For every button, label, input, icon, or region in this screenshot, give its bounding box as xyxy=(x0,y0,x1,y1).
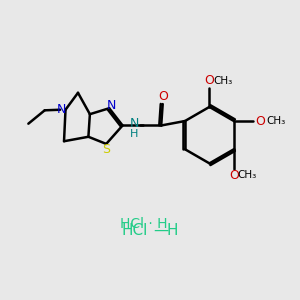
Text: S: S xyxy=(102,143,110,156)
Text: —: — xyxy=(153,223,168,238)
Text: H: H xyxy=(167,223,178,238)
Text: HCl · H: HCl · H xyxy=(120,217,168,231)
Text: O: O xyxy=(158,90,168,103)
Text: O: O xyxy=(205,74,214,87)
Text: CH₃: CH₃ xyxy=(213,76,232,86)
Text: HCl: HCl xyxy=(122,223,148,238)
Text: CH₃: CH₃ xyxy=(238,170,257,180)
Text: CH₃: CH₃ xyxy=(266,116,286,126)
Text: N: N xyxy=(130,118,139,130)
Text: O: O xyxy=(229,169,239,182)
Text: O: O xyxy=(255,115,265,128)
Text: N: N xyxy=(107,99,116,112)
Text: H: H xyxy=(130,129,139,139)
Text: N: N xyxy=(56,103,66,116)
